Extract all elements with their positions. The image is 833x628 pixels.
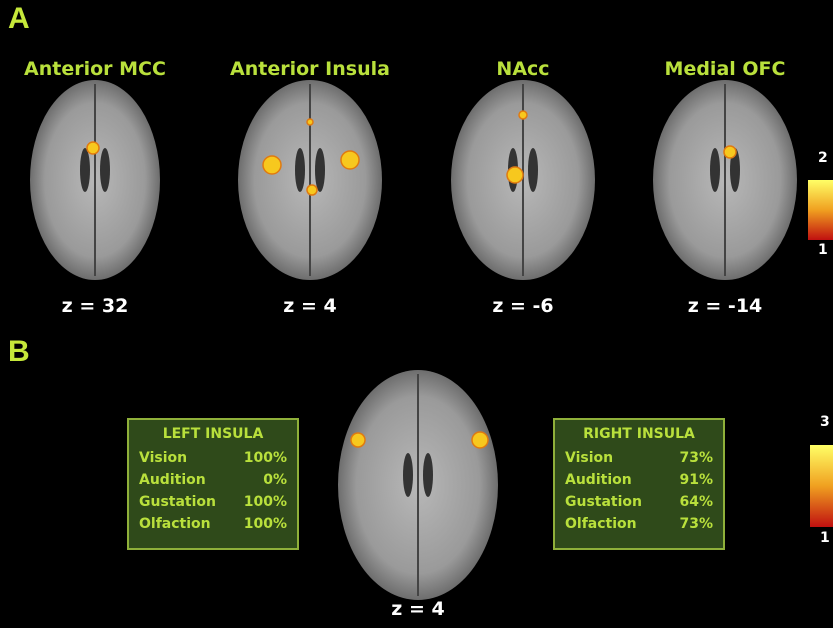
- table-cell: 73%: [679, 447, 713, 469]
- ventricle: [80, 148, 90, 192]
- ventricle: [100, 148, 110, 192]
- ventricle: [423, 453, 433, 497]
- table-cell: Gustation: [565, 491, 642, 513]
- z-label: z = -6: [443, 295, 603, 317]
- table-cell: 64%: [679, 491, 713, 513]
- slice-title: Medial OFC: [625, 58, 825, 80]
- table-cell: 100%: [244, 491, 287, 513]
- activation: [263, 156, 281, 174]
- table-row: Gustation 64%: [565, 491, 713, 513]
- table-title: RIGHT INSULA: [565, 426, 713, 442]
- table-row: Gustation 100%: [139, 491, 287, 513]
- colorbar: [810, 445, 833, 527]
- table-cell: 100%: [244, 447, 287, 469]
- table-cell: 100%: [244, 513, 287, 535]
- table-title: LEFT INSULA: [139, 426, 287, 442]
- activation: [87, 142, 99, 154]
- table-row: Vision 100%: [139, 447, 287, 469]
- table-cell: 0%: [263, 469, 287, 491]
- activation: [307, 185, 317, 195]
- activation: [307, 119, 313, 125]
- activation: [724, 146, 736, 158]
- ventricle: [315, 148, 325, 192]
- colorbar: [808, 180, 833, 240]
- slice-title: Anterior MCC: [0, 58, 195, 80]
- table-cell: Audition: [565, 469, 632, 491]
- panel-label: B: [8, 335, 30, 369]
- table-cell: Olfaction: [139, 513, 211, 535]
- table-row: Olfaction 73%: [565, 513, 713, 535]
- ventricle: [295, 148, 305, 192]
- ventricle: [528, 148, 538, 192]
- z-label: z = 32: [15, 295, 175, 317]
- colorbar-max: 2: [818, 150, 828, 166]
- activation: [519, 111, 527, 119]
- slice-title: Anterior Insula: [210, 58, 410, 80]
- table-row: Audition 91%: [565, 469, 713, 491]
- colorbar-max: 3: [820, 414, 830, 430]
- colorbar-min: 1: [820, 530, 830, 546]
- figure: A B 2 1 3 1 z = 4 Anterior MCC z = 32 Ante…: [0, 0, 833, 628]
- table-row: Audition 0%: [139, 469, 287, 491]
- z-label: z = -14: [645, 295, 805, 317]
- z-label: z = 4: [338, 598, 498, 620]
- colorbar-min: 1: [818, 242, 828, 258]
- table-cell: Vision: [565, 447, 613, 469]
- panel-label: A: [8, 2, 30, 36]
- table-cell: Audition: [139, 469, 206, 491]
- table-cell: 91%: [679, 469, 713, 491]
- activation: [351, 433, 365, 447]
- table-cell: Vision: [139, 447, 187, 469]
- slice-title: NAcc: [423, 58, 623, 80]
- ventricle: [710, 148, 720, 192]
- table-cell: Gustation: [139, 491, 216, 513]
- table-row: Olfaction 100%: [139, 513, 287, 535]
- table-cell: 73%: [679, 513, 713, 535]
- activation: [507, 167, 523, 183]
- table-row: Vision 73%: [565, 447, 713, 469]
- activation: [472, 432, 488, 448]
- z-label: z = 4: [230, 295, 390, 317]
- activation: [341, 151, 359, 169]
- table-cell: Olfaction: [565, 513, 637, 535]
- ventricle: [403, 453, 413, 497]
